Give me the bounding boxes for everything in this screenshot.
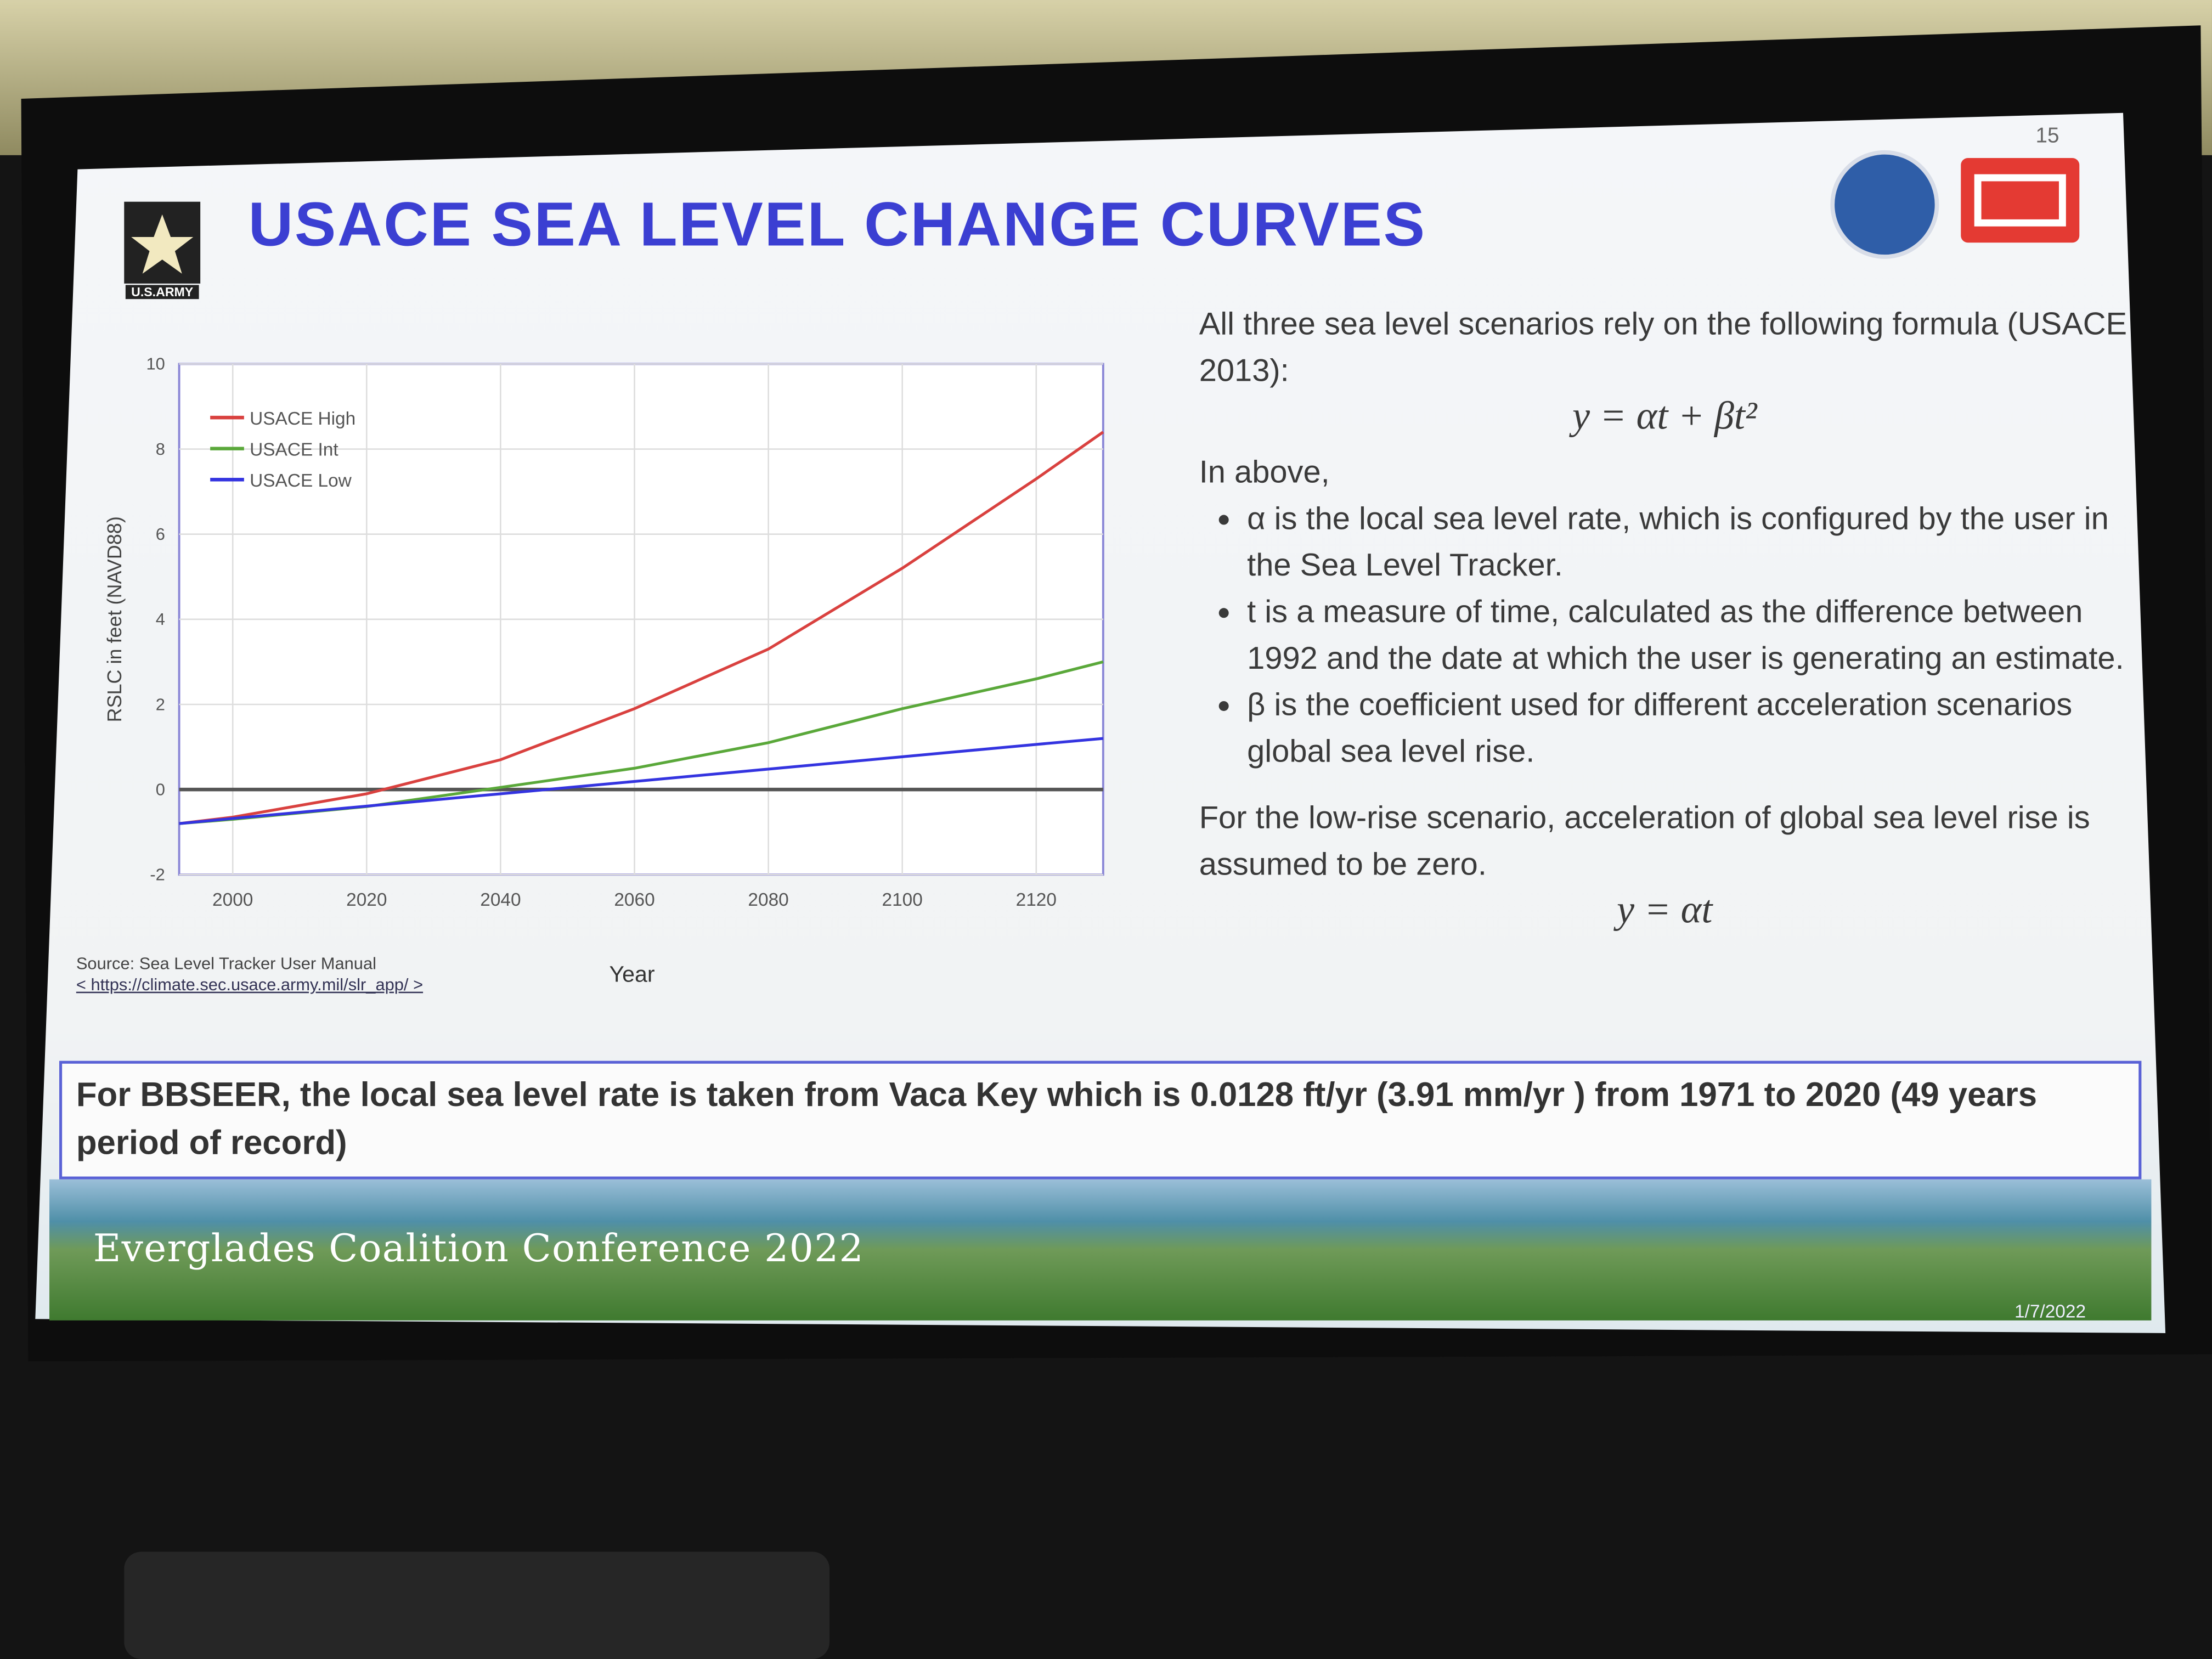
formula: y = αt + βt² (1572, 394, 1757, 439)
y-tick-label: 8 (156, 439, 165, 459)
projector (124, 1551, 830, 1659)
army-label: U.S.ARMY (125, 285, 199, 300)
y-axis-label: RSLC in feet (NAVD88) (103, 516, 126, 722)
y-tick-label: 4 (156, 610, 165, 629)
army-star (131, 214, 194, 274)
bullet: α is the local sea level rate, which is … (1247, 495, 2130, 589)
bullet: t is a measure of time, calculated as th… (1247, 588, 2130, 681)
y-tick-label: 2 (156, 695, 165, 714)
highlight-box: For BBSEER, the local sea level rate is … (59, 1060, 2142, 1180)
explanation: All three sea level scenarios rely on th… (1199, 301, 2130, 934)
series-line (179, 431, 1104, 825)
bullet-list: α is the local sea level rate, which is … (1199, 495, 2130, 775)
footer: Everglades Coalition Conference 2022 (93, 1227, 865, 1271)
above-intro: In above, (1199, 454, 1330, 490)
x-tick-label: 2000 (212, 890, 253, 910)
y-tick-label: 0 (156, 780, 165, 799)
intro: All three sea level scenarios rely on th… (1199, 306, 2128, 388)
usace-castle (1974, 174, 2066, 227)
y-tick-label: 6 (156, 524, 165, 544)
series-line (179, 737, 1104, 825)
source-text: Source: Sea Level Tracker User Manual (76, 953, 376, 974)
landscape-band (49, 1179, 2152, 1321)
slide-title: USACE SEA LEVEL CHANGE CURVES (248, 190, 1426, 260)
source-url: < https://climate.sec.usace.army.mil/slr… (76, 974, 424, 995)
x-tick-label: 2080 (748, 890, 788, 910)
district-seal (1830, 150, 1939, 259)
x-tick-label: 2020 (346, 890, 387, 910)
legend-label: USACE High (250, 409, 356, 429)
x-tick-label: 2120 (1016, 890, 1057, 910)
low-rise-note: For the low-rise scenario, acceleration … (1199, 799, 2090, 882)
x-tick-label: 2100 (882, 890, 923, 910)
x-axis-label: Year (609, 962, 654, 987)
chart: 2000 2020 2040 2060 2080 2100 2120 -2 0 2 4 6 8 10 Yea… (103, 354, 1104, 987)
legend-label: USACE Int (250, 440, 338, 460)
y-tick-label: 10 (146, 354, 165, 374)
page-number: 15 (2035, 124, 2059, 148)
legend-label: USACE Low (250, 471, 352, 491)
y-tick-label: -2 (150, 865, 165, 884)
low-rise-formula: y = αt (1617, 888, 1713, 933)
x-tick-label: 2040 (480, 890, 521, 910)
x-tick-label: 2060 (614, 890, 654, 910)
source: Source: Sea Level Tracker User Manual < … (76, 953, 423, 996)
bullet: β is the coefficient used for different … (1247, 681, 2130, 775)
date: 1/7/2022 (2014, 1300, 2086, 1322)
